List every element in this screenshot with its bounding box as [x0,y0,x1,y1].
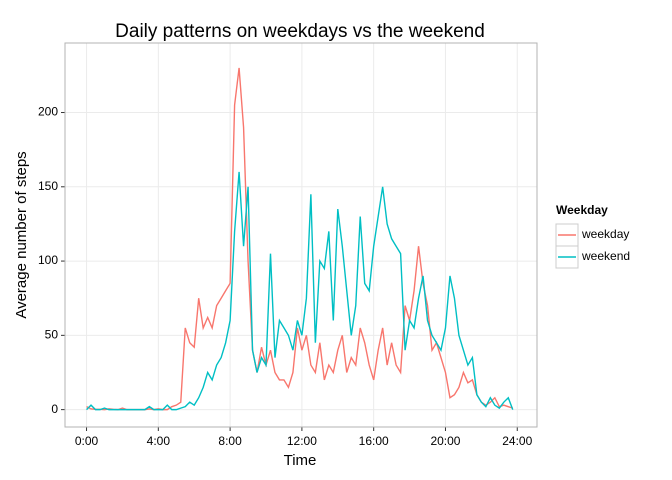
y-axis-label: Average number of steps [13,151,30,318]
x-tick-label: 4:00 [147,434,171,448]
x-tick-label: 20:00 [430,434,460,448]
y-tick-label: 0 [51,402,58,416]
legend-label: weekend [581,249,630,263]
legend-label: weekday [581,227,629,241]
plot-border [64,42,538,428]
data-line [86,171,514,411]
chart-title: Daily patterns on weekdays vs the weeken… [115,21,485,42]
x-axis-label: Time [284,452,317,469]
x-tick-label: 0:00 [75,434,99,448]
x-tick-label: 16:00 [359,434,389,448]
y-tick-label: 100 [38,253,58,267]
x-tick-label: 24:00 [502,434,532,448]
x-tick-label: 12:00 [287,434,317,448]
legend-title: Weekday [556,203,608,217]
y-tick-label: 200 [38,105,58,119]
x-tick-label: 8:00 [218,434,242,448]
y-tick-label: 150 [38,179,58,193]
y-tick-label: 50 [45,328,59,342]
